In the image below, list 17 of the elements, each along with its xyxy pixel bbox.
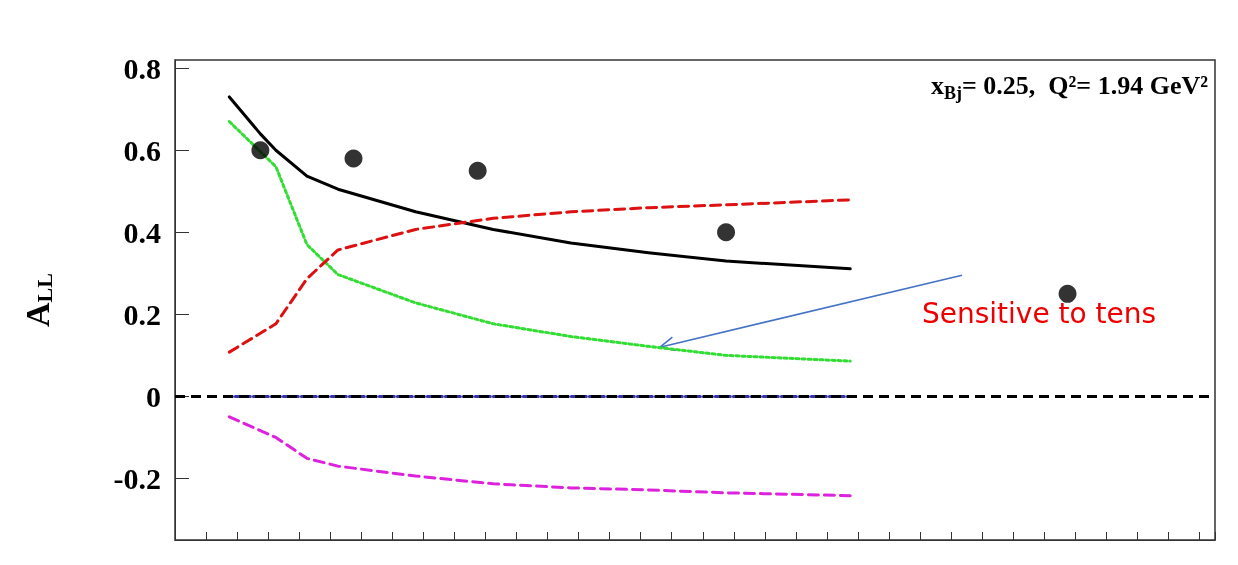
y-tick-label: 0 — [146, 379, 161, 413]
line-series — [227, 198, 852, 354]
annotation: Sensitive to tens — [922, 296, 1157, 330]
point — [344, 149, 363, 168]
y-axis-title: ALL — [18, 273, 57, 327]
point — [251, 141, 270, 160]
point — [1058, 284, 1077, 303]
point — [717, 223, 736, 242]
line-series — [227, 120, 852, 363]
y-tick-label: 0.4 — [123, 215, 161, 249]
y-tick-label: 0.6 — [123, 133, 161, 167]
line-series — [227, 415, 852, 498]
line-series — [227, 95, 852, 271]
point — [468, 161, 487, 180]
y-tick-label: 0.2 — [123, 297, 161, 331]
y-tick-label: 0.8 — [123, 51, 161, 85]
y-tick-label: -0.2 — [113, 461, 161, 495]
